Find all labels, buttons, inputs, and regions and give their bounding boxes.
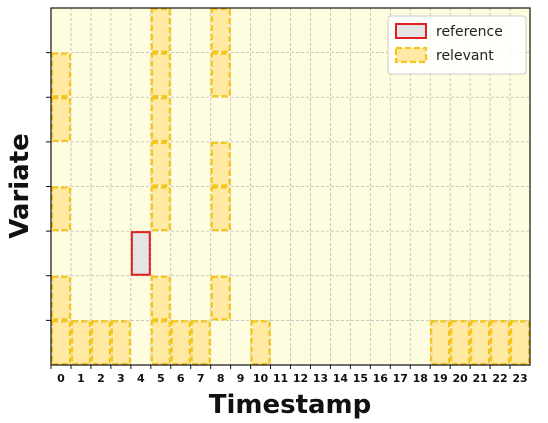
x-tick-label: 22 <box>492 372 507 385</box>
relevant-cell <box>450 320 471 366</box>
x-tick-label: 19 <box>433 372 448 385</box>
relevant-cell <box>509 320 531 366</box>
legend-swatch-reference <box>395 23 427 39</box>
legend-label: relevant <box>436 48 494 64</box>
relevant-cell <box>150 141 171 187</box>
x-tick-label: 3 <box>117 372 125 385</box>
x-tick-label: 2 <box>97 372 105 385</box>
x-tick-label: 23 <box>512 372 527 385</box>
legend: reference relevant <box>387 15 527 75</box>
x-tick-label: 18 <box>413 372 428 385</box>
x-tick-label: 13 <box>313 372 328 385</box>
x-tick-label: 15 <box>353 372 368 385</box>
x-tick-label: 8 <box>217 372 225 385</box>
relevant-cell <box>210 141 231 187</box>
relevant-cell <box>470 320 491 366</box>
relevant-cell <box>170 320 191 366</box>
x-tick-label: 14 <box>333 372 349 385</box>
x-tick-label: 12 <box>293 372 308 385</box>
x-tick-label: 1 <box>77 372 85 385</box>
x-tick-label: 10 <box>253 372 269 385</box>
relevant-cell <box>50 275 72 321</box>
relevant-cell <box>250 320 271 366</box>
x-tick-label: 16 <box>373 372 389 385</box>
x-tick-label: 6 <box>177 372 185 385</box>
relevant-cell <box>150 186 171 232</box>
x-tick-label: 9 <box>237 372 245 385</box>
relevant-cell <box>50 186 72 232</box>
relevant-cell <box>210 186 231 232</box>
x-tick-label: 4 <box>137 372 145 385</box>
relevant-cell <box>90 320 111 366</box>
cells <box>50 7 531 366</box>
y-axis-title: Variate <box>5 133 35 239</box>
relevant-cell <box>150 275 171 321</box>
relevant-cell <box>150 52 171 98</box>
x-tick-label: 5 <box>157 372 165 385</box>
legend-label: reference <box>436 24 503 40</box>
x-tick-label: 17 <box>393 372 408 385</box>
relevant-cell <box>150 7 171 53</box>
x-tick-label: 11 <box>273 372 288 385</box>
relevant-cell <box>210 7 231 53</box>
relevant-cell <box>150 97 171 142</box>
x-tick-label: 7 <box>197 372 205 385</box>
legend-swatch-relevant <box>394 46 428 64</box>
x-tick-label: 0 <box>57 372 65 385</box>
x-axis-title: Timestamp <box>209 390 372 420</box>
x-tick-label: 20 <box>452 372 468 385</box>
relevant-cell <box>489 320 511 366</box>
relevant-cell <box>210 275 231 321</box>
relevant-cell <box>210 52 231 98</box>
x-ticks: 0 1 2 3 4 5 6 7 8 9 10 11 12 13 14 15 16 17 18 19 20 21 22 23 <box>50 365 528 385</box>
relevant-cell <box>70 320 92 366</box>
relevant-cell <box>150 320 171 366</box>
relevant-cell <box>50 52 72 98</box>
relevant-cell <box>430 320 451 366</box>
x-tick-label: 21 <box>472 372 487 385</box>
relevant-cell <box>110 320 131 366</box>
relevant-cell <box>50 320 72 366</box>
relevant-cell <box>50 97 72 142</box>
relevant-cell <box>190 320 211 366</box>
reference-cell <box>130 231 151 276</box>
